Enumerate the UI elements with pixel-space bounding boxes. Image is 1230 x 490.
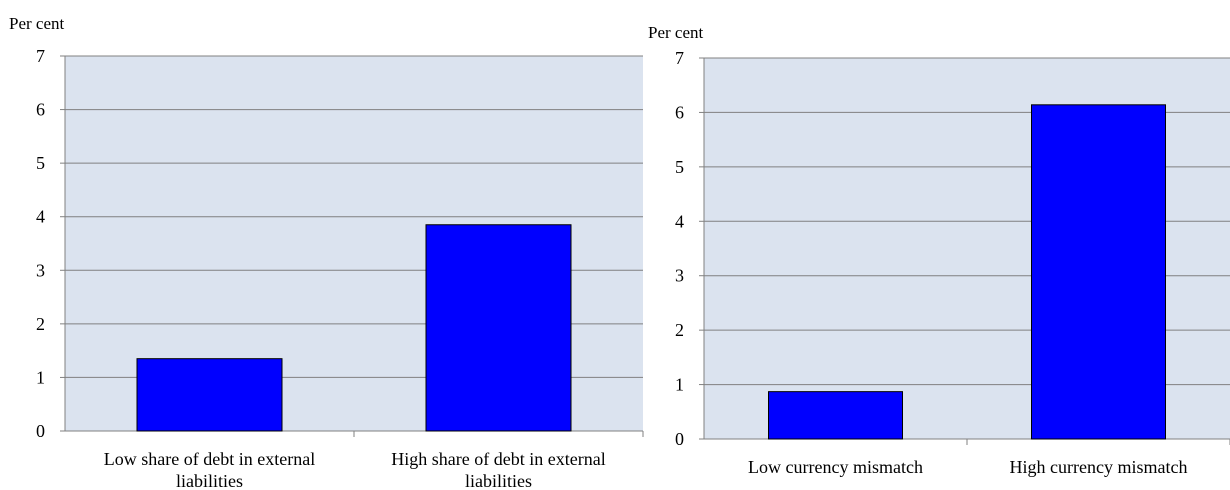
x-category-label: Low share of debt in external liabilities xyxy=(104,449,315,490)
y-tick-label: 7 xyxy=(675,48,684,68)
y-tick-label: 3 xyxy=(36,260,45,280)
y-tick-label: 4 xyxy=(36,207,45,227)
y-tick-label: 4 xyxy=(675,211,684,231)
y-tick-label: 2 xyxy=(675,320,684,340)
y-tick-label: 6 xyxy=(36,100,45,120)
y-tick-label: 1 xyxy=(36,367,45,387)
y-tick-label: 3 xyxy=(675,266,684,286)
y-axis-label: Per cent xyxy=(648,23,704,42)
y-tick-label: 1 xyxy=(675,375,684,395)
y-tick-label: 2 xyxy=(36,314,45,334)
bar-2 xyxy=(1031,104,1166,440)
y-tick-label: 0 xyxy=(36,421,45,441)
y-tick-label: 7 xyxy=(36,46,45,66)
x-category-label: High share of debt in external liabilitie… xyxy=(391,449,605,490)
y-axis-label: Per cent xyxy=(9,14,65,33)
y-tick-label: 5 xyxy=(36,153,45,173)
y-tick-label: 5 xyxy=(675,157,684,177)
x-category-label: High currency mismatch xyxy=(1010,457,1188,477)
x-category-label: Low currency mismatch xyxy=(748,457,923,477)
chart-panel-2: 0 1 2 3 4 5 6 7 Per cent Low currency mismatch Hig… xyxy=(648,23,1230,477)
chart-panel-1: 0 1 2 3 4 5 6 7 Per cent Low share of debt in ext… xyxy=(9,14,644,490)
bar-1 xyxy=(768,391,903,440)
y-tick-label: 0 xyxy=(675,429,684,449)
bar-1 xyxy=(136,358,283,432)
y-tick-label: 6 xyxy=(675,102,684,122)
bar-2 xyxy=(425,224,572,432)
